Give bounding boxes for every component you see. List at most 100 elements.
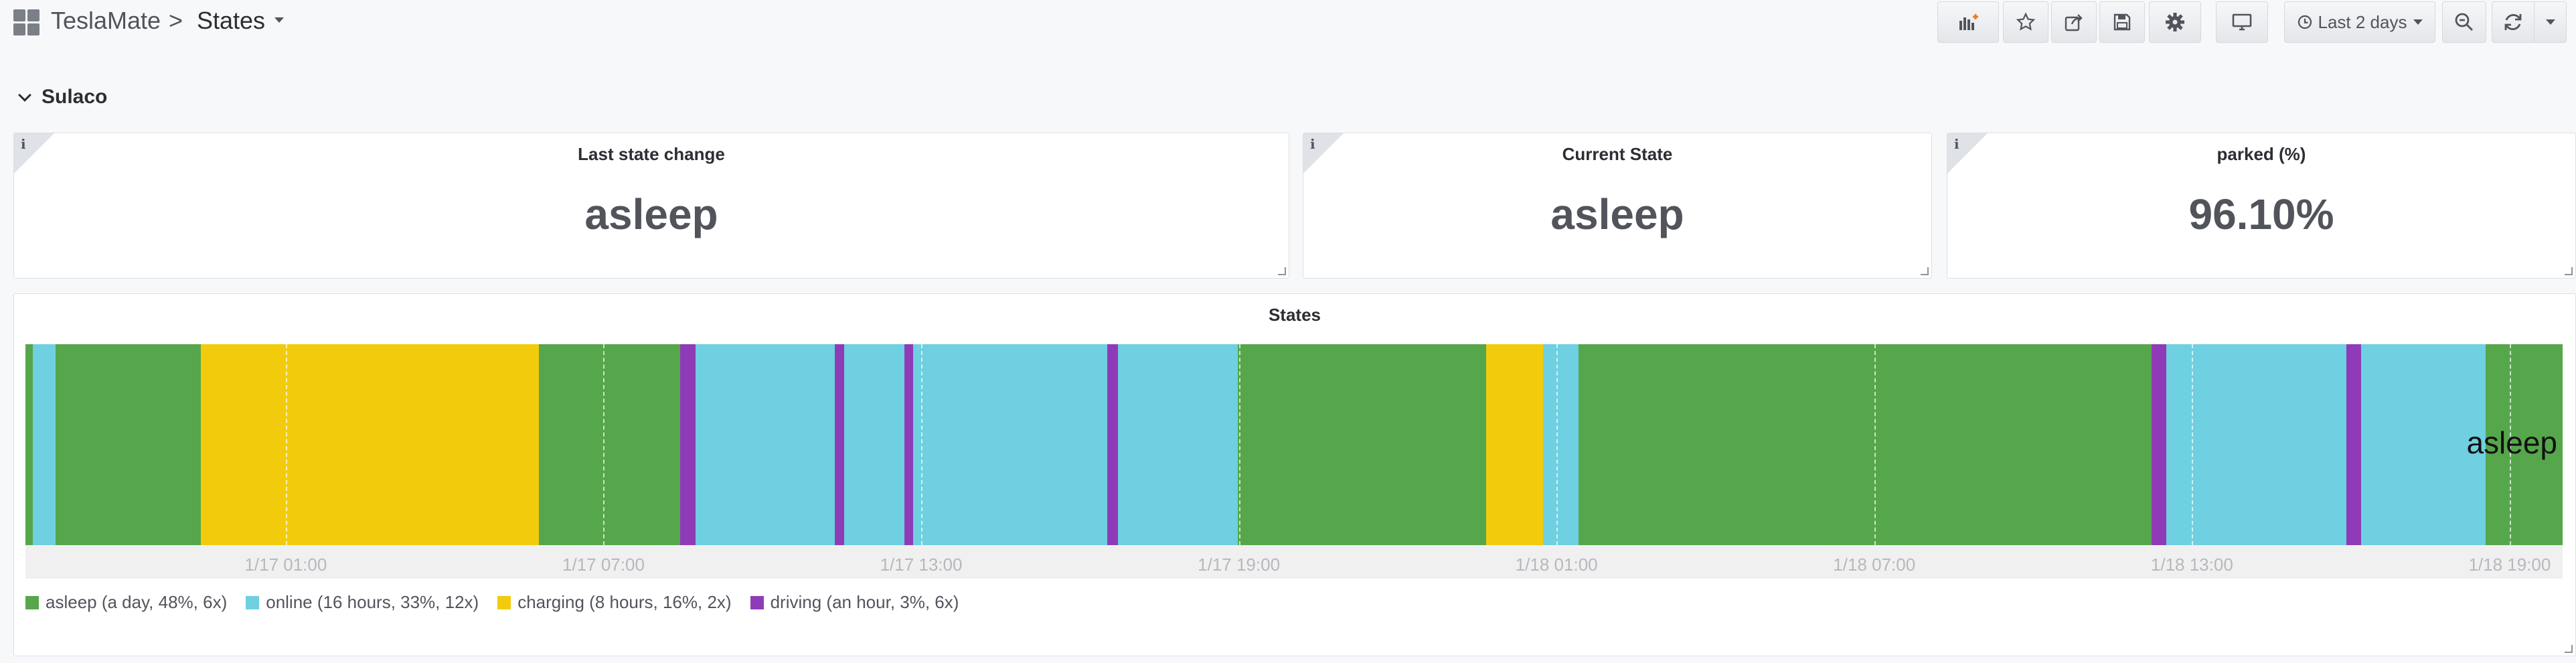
time-range-picker[interactable]: Last 2 days [2284,1,2435,43]
stat-value: asleep [1550,190,1684,238]
grid-line [285,344,287,545]
time-range-label: Last 2 days [2318,11,2407,32]
axis-tick-label: 1/18 07:00 [1833,555,1916,575]
refresh-interval-picker[interactable] [2534,1,2567,43]
dashboards-grid-icon[interactable] [13,9,40,36]
zoom-out-button[interactable] [2442,1,2486,43]
state-segment-online[interactable] [913,344,1108,545]
monitor-icon [2232,13,2252,31]
state-segment-online[interactable] [1543,344,1579,545]
state-segment-asleep[interactable] [539,344,681,545]
current-state-label: asleep [2466,425,2557,460]
legend-swatch [25,595,39,609]
chevron-down-icon [2413,19,2423,25]
top-navbar: TeslaMate > States [0,0,2576,48]
state-segment-driving[interactable] [834,344,845,545]
axis-tick-label: 1/18 01:00 [1515,555,1598,575]
legend-item-asleep[interactable]: asleep (a day, 48%, 6x) [25,592,227,613]
settings-button[interactable] [2149,1,2201,43]
save-icon [2113,13,2131,31]
panel-info-corner[interactable] [1303,133,1344,173]
panel-last-state-change: i Last state change asleep [13,133,1289,279]
add-panel-button[interactable] [1937,1,1999,43]
save-button[interactable] [2099,1,2145,43]
refresh-icon [2504,14,2522,30]
legend-swatch [246,595,260,609]
state-segment-online[interactable] [695,344,835,545]
panel-resize-handle[interactable] [2565,645,2573,653]
panel-info-corner[interactable] [14,133,54,173]
grid-line [921,344,923,545]
grid-line [1238,344,1240,545]
state-segment-online[interactable] [844,344,904,545]
state-segment-online[interactable] [32,344,56,545]
state-segment-driving[interactable] [2151,344,2167,545]
tv-mode-button[interactable] [2216,1,2268,43]
grid-line [2192,344,2194,545]
axis-tick-label: 1/17 01:00 [244,555,327,575]
panel-resize-handle[interactable] [1278,267,1286,275]
share-button[interactable] [2051,1,2097,43]
state-segment-charging[interactable] [201,344,540,545]
axis-tick-label: 1/18 13:00 [2150,555,2233,575]
state-segment-online[interactable] [1118,344,1238,545]
panel-resize-handle[interactable] [2565,267,2573,275]
breadcrumb-app[interactable]: TeslaMate [51,7,161,34]
info-icon[interactable]: i [1954,136,1959,152]
grid-line [1556,344,1558,545]
dashboard-picker-caret-icon[interactable] [274,17,284,23]
legend: asleep (a day, 48%, 6x) online (16 hours,… [25,592,959,613]
legend-item-charging[interactable]: charging (8 hours, 16%, 2x) [497,592,732,613]
legend-swatch [497,595,511,609]
state-segment-driving[interactable] [2346,344,2362,545]
axis-tick-label: 1/17 19:00 [1198,555,1281,575]
row-header[interactable]: Sulaco [18,86,108,108]
info-icon[interactable]: i [1310,136,1315,152]
axis-tick-label: 1/18 19:00 [2468,555,2551,575]
collapse-chevron-icon[interactable] [18,88,31,102]
star-button[interactable] [2003,1,2048,43]
state-segment-online[interactable] [2361,344,2486,545]
legend-label: driving (an hour, 3%, 6x) [770,592,959,612]
state-segment-asleep[interactable] [55,344,202,545]
grid-line [603,344,605,545]
panel-title[interactable]: Last state change [578,144,725,164]
legend-item-driving[interactable]: driving (an hour, 3%, 6x) [750,592,959,613]
panel-parked-percent: i parked (%) 96.10% [1947,133,2576,279]
gear-icon [2166,13,2184,31]
stat-value: 96.10% [2188,190,2334,238]
breadcrumb-separator: > [169,7,183,34]
panel-title[interactable]: parked (%) [2217,144,2306,164]
add-panel-icon [1959,14,1978,30]
refresh-button[interactable] [2492,1,2534,43]
star-icon [2016,12,2036,31]
legend-label: asleep (a day, 48%, 6x) [46,592,228,612]
legend-label: charging (8 hours, 16%, 2x) [517,592,732,612]
legend-label: online (16 hours, 33%, 12x) [266,592,479,612]
state-segment-asleep[interactable] [2486,344,2563,545]
state-segment-driving[interactable] [904,344,914,545]
share-icon [2065,14,2083,31]
panel-current-state: i Current State asleep [1303,133,1932,279]
state-segment-asleep[interactable] [1238,344,1486,545]
panel-title[interactable]: Current State [1562,144,1673,164]
clock-icon [2298,15,2312,29]
panel-title[interactable]: States [1268,305,1321,325]
chevron-down-icon [2545,19,2555,25]
state-segment-asleep[interactable] [1579,344,2152,545]
state-segment-online[interactable] [2166,344,2347,545]
panel-resize-handle[interactable] [1921,267,1929,275]
row-title: Sulaco [42,86,108,108]
zoom-out-icon [2455,13,2473,31]
axis-tick-label: 1/17 13:00 [880,555,963,575]
panel-info-corner[interactable] [1947,133,1988,173]
dashboard-title[interactable]: States [197,7,266,34]
state-segment-driving[interactable] [1107,344,1118,545]
state-segment-driving[interactable] [680,344,696,545]
state-timeline[interactable]: asleep [25,344,2563,545]
grid-line [1874,344,1876,545]
state-segment-charging[interactable] [1485,344,1544,545]
legend-item-online[interactable]: online (16 hours, 33%, 12x) [246,592,479,613]
state-segment-asleep[interactable] [25,344,33,545]
info-icon[interactable]: i [21,136,26,152]
